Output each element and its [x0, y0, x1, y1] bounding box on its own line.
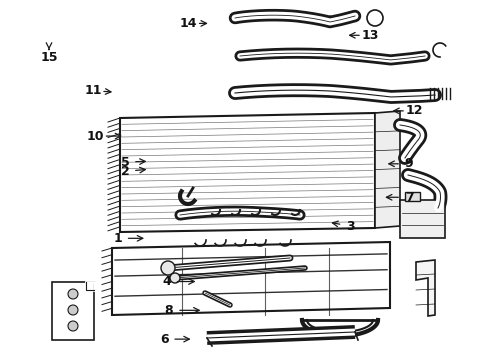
Circle shape	[68, 289, 78, 299]
Text: 12: 12	[405, 104, 423, 117]
Polygon shape	[120, 113, 375, 232]
Text: 5: 5	[121, 156, 129, 168]
Text: 1: 1	[113, 232, 122, 245]
Text: 15: 15	[40, 51, 58, 64]
Circle shape	[68, 321, 78, 331]
Text: 8: 8	[165, 304, 173, 317]
Text: 6: 6	[160, 333, 169, 346]
Polygon shape	[375, 111, 400, 228]
Text: 10: 10	[87, 130, 104, 143]
Polygon shape	[112, 242, 390, 315]
Circle shape	[161, 261, 175, 275]
Text: 3: 3	[346, 220, 355, 233]
Text: 7: 7	[405, 191, 414, 204]
Polygon shape	[416, 260, 435, 316]
Text: 13: 13	[361, 29, 379, 42]
Bar	[52, 282, 94, 340]
Circle shape	[170, 273, 180, 283]
Bar	[400, 200, 445, 238]
Text: 4: 4	[162, 275, 171, 288]
Bar	[405, 192, 420, 201]
Text: 14: 14	[180, 17, 197, 30]
Text: 9: 9	[405, 157, 414, 170]
Circle shape	[68, 305, 78, 315]
Text: 2: 2	[121, 165, 129, 178]
Text: 11: 11	[84, 84, 102, 97]
